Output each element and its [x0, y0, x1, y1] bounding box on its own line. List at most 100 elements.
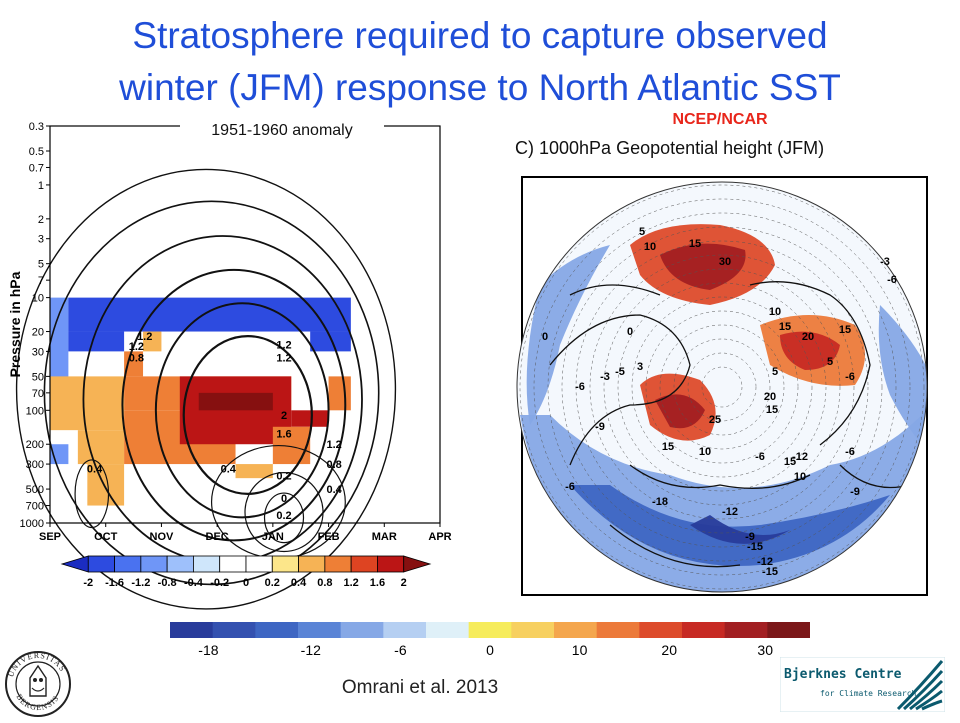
y-tick-label-17: 700: [26, 501, 44, 513]
contour-label-2: 0.8: [129, 353, 144, 365]
map-edge: [516, 181, 928, 593]
map-contour-ring-76: [645, 310, 799, 464]
map-coastline-0: [549, 314, 691, 466]
map-contour-ring-202: [519, 184, 925, 590]
map-value-label-17: 25: [709, 414, 721, 426]
map-value-label-33: -12: [722, 506, 738, 518]
y-tick-label-11: 50: [32, 371, 44, 383]
contour-label-6: 1.6: [276, 428, 291, 440]
map-value-label-27: -6: [755, 451, 765, 463]
contour-line-0: [182, 334, 313, 495]
map-value-label-23: 5: [827, 356, 833, 368]
map-value-label-15: 20: [802, 331, 814, 343]
map-colorbar-swatch-14: [767, 622, 811, 638]
bjerknes-logo-subtext: for Climate Research: [820, 689, 917, 698]
y-tick-label-6: 5: [38, 259, 44, 271]
map-anomaly-low-west: [526, 245, 610, 425]
x-tick-label-4: JAN: [262, 531, 284, 543]
map-colorbar-svg: -18 -12 -6 0 10 20 30: [170, 622, 811, 658]
map-anomaly-high-europe-core: [780, 331, 840, 370]
contour-label-11: 0.4: [221, 464, 237, 476]
bjerknes-centre-logo: Bjerknes Centre for Climate Research: [779, 656, 946, 713]
x-tick-label-2: NOV: [150, 531, 175, 543]
pressure-time-chart: 1.2 1.2 0.8 1.2 1.2 2 1.6 1.2 0.8 0.4 0.4 0.4 0.2 0 0.…: [0, 118, 505, 618]
map-colorbar-swatch-13: [724, 622, 768, 638]
map-contour-ring-62: [659, 324, 785, 450]
map-value-label-34: -9: [745, 531, 755, 543]
colorbar-swatch-8: [271, 555, 299, 573]
y-tick-label-18: 1000: [20, 518, 44, 530]
x-tick-label-1: OCT: [94, 531, 118, 543]
x-tick-label-5: FEB: [318, 531, 340, 543]
map-coastline-1: [749, 281, 871, 446]
anomaly-cell-3: [310, 331, 351, 352]
y-tick-label-10: 30: [32, 346, 44, 358]
map-value-label-30: -9: [850, 486, 860, 498]
map-colorbar-swatch-11: [639, 622, 683, 638]
map-value-label-19: 10: [699, 446, 711, 458]
colorbar-tick-9: 0.8: [317, 577, 332, 589]
map-colorbar-swatch-5: [383, 622, 427, 638]
map-value-label-11: -6: [575, 381, 585, 393]
map-anomaly-low-atlantic-belt: [520, 395, 927, 592]
map-colorbar-tick-2: -6: [394, 642, 407, 658]
anomaly-cell-15: [328, 376, 351, 411]
contour-label-5: 2: [281, 410, 287, 422]
map-contour-ring-34: [687, 352, 757, 422]
anomaly-cell-12: [179, 376, 292, 445]
map-value-label-4: -3: [880, 256, 890, 268]
colorbar-swatch-3: [140, 555, 168, 573]
map-value-label-18: 15: [662, 441, 674, 453]
map-colorbar-tick-5: 20: [661, 642, 677, 658]
map-colorbar-swatch-10: [596, 622, 640, 638]
university-of-bergen-logo: UNIVERSITAS BERGENSIS: [4, 650, 72, 718]
map-colorbar-tick-1: -12: [301, 642, 321, 658]
map-value-label-3: 30: [719, 256, 731, 268]
anomaly-cell-17: [143, 331, 162, 352]
contour-label-0: 1.2: [137, 331, 152, 343]
map-colorbar-swatch-3: [298, 622, 342, 638]
map-coastline-3: [569, 284, 661, 296]
colorbar-tick-11: 1.6: [370, 577, 385, 589]
map-value-label-37: -12: [757, 556, 773, 568]
x-tick-label-0: SEP: [39, 531, 61, 543]
map-value-label-8: 3: [637, 361, 643, 373]
map-anomaly-low-atlantic-deep: [690, 515, 790, 544]
map-value-label-25: 15: [784, 456, 796, 468]
y-tick-label-13: 100: [26, 405, 44, 417]
slide-title-line2: winter (JFM) response to North Atlantic …: [119, 67, 841, 108]
anomaly-cell-13: [198, 392, 273, 411]
colorbar-tick-10: 1.2: [343, 577, 358, 589]
colorbar-tick-12: 2: [401, 577, 407, 589]
map-contour-ring-20: [701, 366, 743, 408]
map-anomaly-high-arctic-core: [655, 394, 705, 429]
map-title: C) 1000hPa Geopotential height (JFM): [515, 138, 825, 158]
contour-line-2: [121, 268, 347, 542]
y-tick-label-9: 20: [32, 327, 44, 339]
polar-map: 5 10 15 30 -3 -6 0 0 3 -5 -3 -6 -9 10 15 20 15 25 15 10 20 15…: [510, 165, 950, 605]
colorbar-swatch-1: [87, 555, 115, 573]
map-colorbar-swatch-4: [340, 622, 384, 638]
map-contour-ring-188: [533, 198, 911, 576]
map-colorbar-tick-0: -18: [198, 642, 218, 658]
colorbar-tick-8: 0.4: [291, 577, 307, 589]
map-anomaly-high-pacific-core: [660, 243, 746, 290]
contour-line-9: [74, 459, 110, 529]
map-source-label: NCEP/NCAR: [672, 111, 768, 128]
x-tick-label-3: DEC: [206, 531, 229, 543]
y-tick-label-0: 0.3: [29, 121, 44, 133]
map-colorbar-tick-3: 0: [486, 642, 494, 658]
colorbar-swatch-13: [403, 555, 432, 573]
map-colorbar-swatch-8: [511, 622, 555, 638]
map-colorbar-tick-6: 30: [757, 642, 773, 658]
colorbar-tick-1: -1.6: [105, 577, 124, 589]
contour-line-7: [244, 472, 324, 553]
colorbar-swatch-5: [193, 555, 221, 573]
map-colorbar-swatch-7: [468, 622, 512, 638]
map-clip-group: [517, 182, 927, 592]
map-value-label-21: 15: [766, 404, 778, 416]
colorbar-swatch-2: [114, 555, 142, 573]
y-tick-label-3: 1: [38, 180, 44, 192]
map-value-label-29: -6: [845, 446, 855, 458]
